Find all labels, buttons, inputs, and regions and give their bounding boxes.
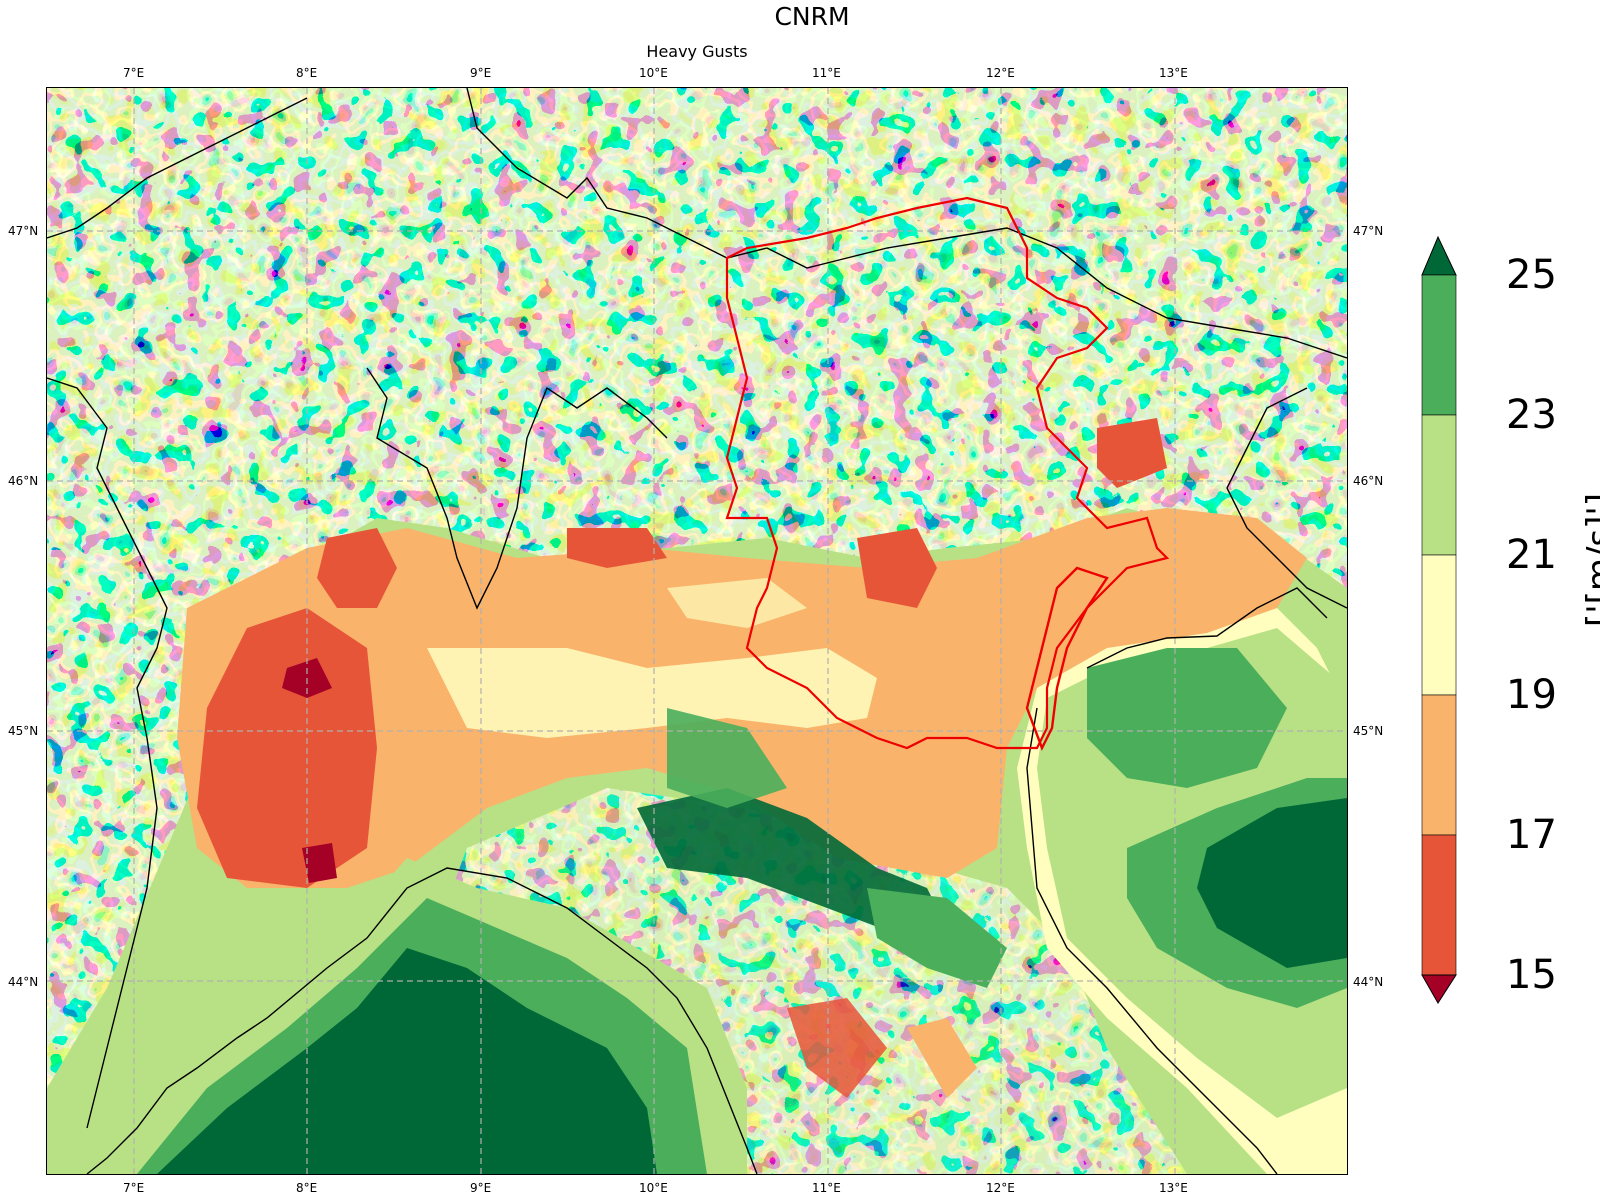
colorbar [1421,235,1457,1004]
y-tick-right-44: 44°N [1353,975,1384,989]
colorbar-bin-23-25 [1421,274,1457,416]
coastlines [47,88,1347,1174]
x-tick-bottom-11: 11°E [812,1181,841,1195]
y-tick-right-46: 46°N [1353,474,1384,488]
gust-map [47,88,1347,1174]
colorbar-tick-19: 19 [1506,672,1557,718]
map-subtitle: Heavy Gusts [646,42,748,61]
colorbar-label: ['[m/s]'] [1580,492,1600,628]
veneto-region-outline [725,196,1170,750]
colorbar-over-arrow [1421,235,1457,276]
x-tick-bottom-7: 7°E [123,1181,145,1195]
x-tick-top-8: 8°E [296,66,318,80]
x-tick-bottom-8: 8°E [296,1181,318,1195]
colorbar-bin-15-17 [1421,834,1457,976]
y-tick-left-45: 45°N [8,724,39,738]
x-tick-top-10: 10°E [639,66,668,80]
x-tick-top-7: 7°E [123,66,145,80]
colorbar-tick-17: 17 [1506,812,1557,858]
x-tick-bottom-12: 12°E [986,1181,1015,1195]
x-tick-top-11: 11°E [812,66,841,80]
colorbar-tick-21: 21 [1506,532,1557,578]
colorbar-tick-23: 23 [1506,392,1557,438]
colorbar-tick-25: 25 [1506,252,1557,298]
figure-title: CNRM [774,2,850,31]
map-panel [46,87,1348,1175]
venice-lagoon-outline [1025,566,1109,751]
y-tick-left-46: 46°N [8,474,39,488]
colorbar-bin-17-19 [1421,694,1457,836]
x-tick-top-9: 9°E [470,66,492,80]
colorbar-bin-21-23 [1421,414,1457,556]
y-tick-left-47: 47°N [8,224,39,238]
x-tick-top-13: 13°E [1159,66,1188,80]
y-tick-left-44: 44°N [8,975,39,989]
x-tick-bottom-9: 9°E [470,1181,492,1195]
x-tick-bottom-10: 10°E [639,1181,668,1195]
y-tick-right-45: 45°N [1353,724,1384,738]
graticule [47,88,1347,1174]
x-tick-bottom-13: 13°E [1159,1181,1188,1195]
x-tick-top-12: 12°E [986,66,1015,80]
colorbar-tick-15: 15 [1506,952,1557,998]
colorbar-bin-19-21 [1421,554,1457,696]
y-tick-right-47: 47°N [1353,224,1384,238]
colorbar-under-arrow [1421,974,1457,1004]
